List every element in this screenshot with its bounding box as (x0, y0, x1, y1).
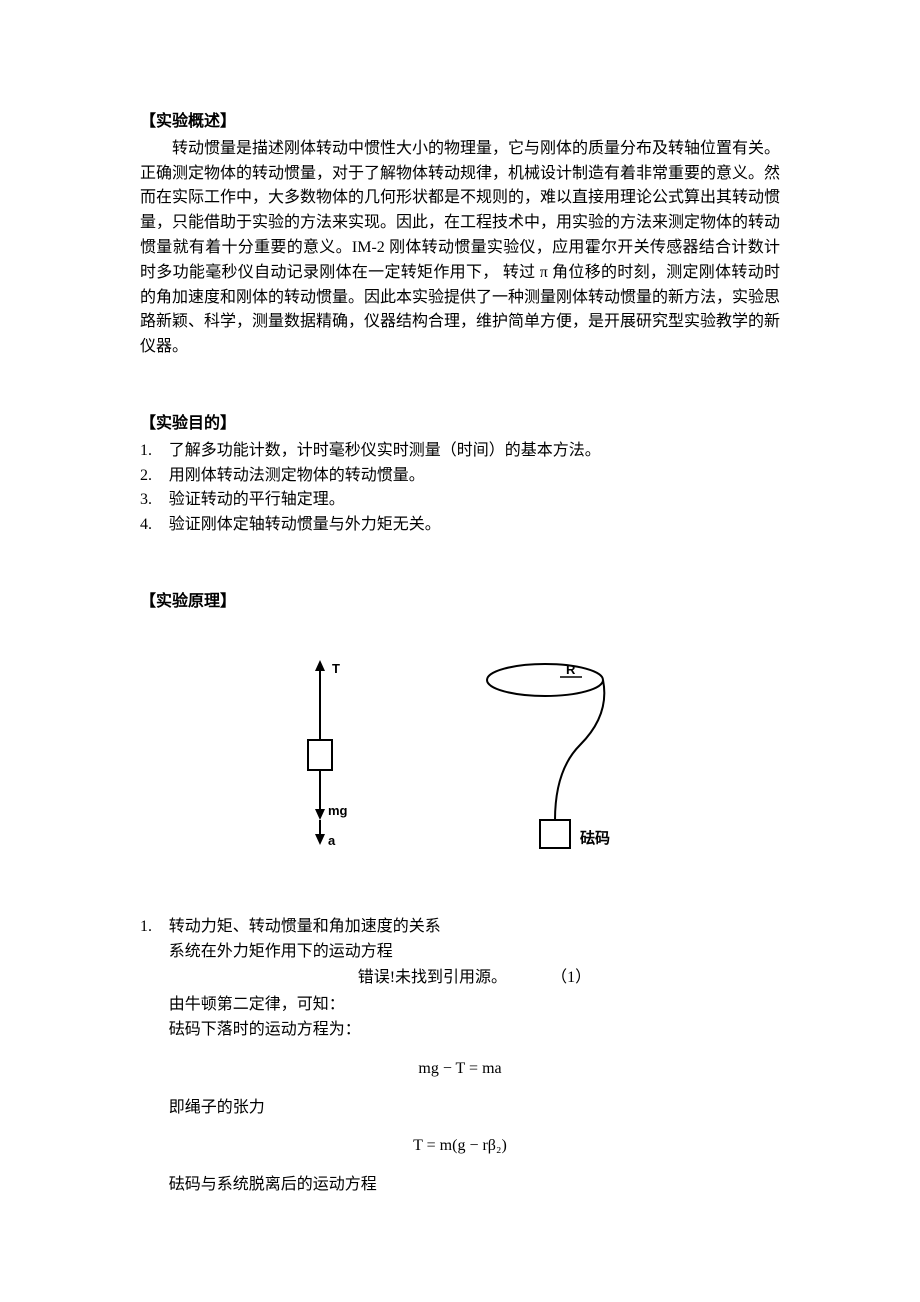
equation-number: （1） (551, 966, 591, 991)
error-reference-line: 错误!未找到引用源。 （1） (169, 966, 780, 991)
list-text: 验证转动的平行轴定理。 (169, 488, 780, 513)
error-text: 错误!未找到引用源。 (358, 969, 507, 986)
purpose-item: 4. 验证刚体定轴转动惯量与外力矩无关。 (140, 513, 780, 538)
principle-line: 砝码与系统脱离后的运动方程 (169, 1173, 780, 1198)
section-title-overview: 【实验概述】 (140, 110, 780, 135)
principle-line: 系统在外力矩作用下的运动方程 (169, 940, 780, 965)
section-title-principle: 【实验原理】 (140, 590, 780, 615)
principle-line: 砝码下落时的运动方程为： (169, 1018, 780, 1043)
purpose-item: 1. 了解多功能计数，计时毫秒仪实时测量（时间）的基本方法。 (140, 439, 780, 464)
section-title-purpose: 【实验目的】 (140, 412, 780, 437)
pulley-diagram: R 砝码 (460, 655, 630, 875)
list-number: 3. (140, 488, 169, 513)
mg-label: mg (328, 803, 348, 818)
principle-item: 1. 转动力矩、转动惯量和角加速度的关系 (140, 915, 780, 940)
purpose-item: 2. 用刚体转动法测定物体的转动惯量。 (140, 464, 780, 489)
weight-label: 砝码 (580, 829, 610, 847)
list-number: 4. (140, 513, 169, 538)
a-label: a (328, 833, 336, 848)
list-number: 1. (140, 439, 169, 464)
formula-T: T = m(g − rβ₂) (140, 1134, 780, 1159)
principle-heading: 转动力矩、转动惯量和角加速度的关系 (169, 915, 780, 940)
list-text: 验证刚体定轴转动惯量与外力矩无关。 (169, 513, 780, 538)
formula-mg-T: mg − T = ma (140, 1057, 780, 1082)
force-diagram: T mg a (290, 655, 370, 875)
list-text: 用刚体转动法测定物体的转动惯量。 (169, 464, 780, 489)
T-label: T (332, 661, 340, 676)
purpose-item: 3. 验证转动的平行轴定理。 (140, 488, 780, 513)
principle-line: 由牛顿第二定律，可知： (169, 993, 780, 1018)
list-text: 了解多功能计数，计时毫秒仪实时测量（时间）的基本方法。 (169, 439, 780, 464)
R-label: R (566, 662, 576, 677)
overview-body: 转动惯量是描述刚体转动中惯性大小的物理量，它与刚体的质量分布及转轴位置有关。正确… (140, 137, 780, 360)
document-page: 【实验概述】 转动惯量是描述刚体转动中惯性大小的物理量，它与刚体的质量分布及转轴… (0, 0, 920, 1302)
list-number: 2. (140, 464, 169, 489)
list-number: 1. (140, 915, 169, 940)
principle-diagrams: T mg a R (140, 655, 780, 875)
principle-line: 即绳子的张力 (169, 1096, 780, 1121)
